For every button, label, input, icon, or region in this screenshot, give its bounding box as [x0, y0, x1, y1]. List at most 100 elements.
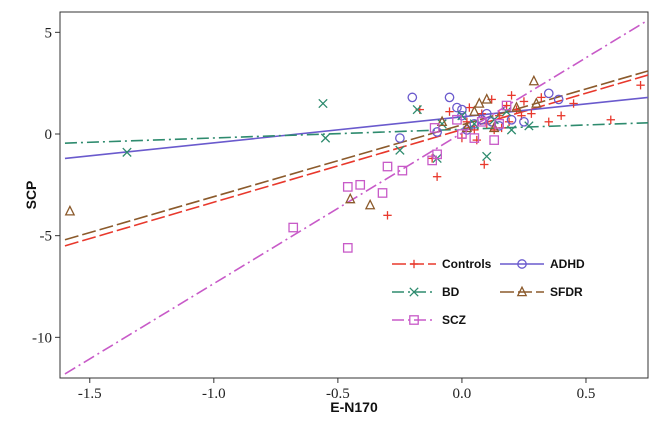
- legend-label: ADHD: [550, 257, 585, 271]
- x-tick-label: 0.0: [453, 386, 472, 402]
- point-bd: [318, 98, 328, 109]
- point-controls: [477, 109, 486, 118]
- legend-marker: [409, 259, 419, 269]
- point-sfdr: [528, 74, 540, 86]
- fit-lines: [64, 19, 648, 375]
- point-adhd: [519, 116, 529, 127]
- x-tick-label: -1.5: [78, 386, 102, 402]
- point-sfdr: [461, 121, 473, 133]
- point-controls: [383, 211, 392, 220]
- point-adhd: [395, 133, 405, 143]
- point-adhd: [407, 92, 418, 103]
- point-sfdr: [345, 192, 356, 204]
- fit-line-adhd: [64, 96, 648, 160]
- point-bd: [412, 104, 422, 115]
- legend-marker: [517, 259, 527, 269]
- point-scz: [377, 188, 388, 198]
- legend-item-scz: SCZ: [392, 313, 466, 327]
- point-scz: [469, 133, 480, 143]
- point-adhd: [469, 118, 480, 129]
- point-sfdr: [364, 198, 376, 210]
- point-bd: [524, 121, 534, 131]
- legend-marker: [409, 287, 419, 297]
- point-bd: [489, 115, 499, 125]
- point-sfdr: [511, 101, 522, 112]
- point-controls: [527, 109, 536, 118]
- x-tick-label: 0.5: [577, 386, 596, 402]
- legend-item-bd: BD: [392, 285, 460, 299]
- point-sfdr: [474, 97, 485, 108]
- point-controls: [606, 115, 615, 124]
- point-sfdr: [481, 93, 492, 104]
- point-scz: [429, 123, 440, 133]
- y-axis: 5 0 -5 -10: [32, 25, 60, 346]
- point-scz: [427, 155, 438, 166]
- point-controls: [504, 117, 514, 126]
- legend-item-controls: Controls: [392, 257, 492, 271]
- point-scz: [476, 116, 487, 127]
- point-bd: [506, 125, 517, 135]
- point-bd: [501, 106, 512, 117]
- point-sfdr: [64, 205, 76, 216]
- point-scz: [397, 165, 408, 176]
- point-controls: [465, 103, 474, 112]
- legend-label: Controls: [442, 257, 492, 271]
- point-scz: [452, 114, 462, 125]
- point-adhd: [543, 88, 554, 99]
- point-scz: [342, 182, 353, 192]
- point-controls: [502, 101, 511, 110]
- point-bd: [122, 147, 132, 157]
- point-controls: [544, 117, 553, 126]
- point-sfdr: [469, 105, 480, 116]
- point-bd: [320, 133, 331, 143]
- x-tick-label: -0.5: [326, 386, 350, 402]
- point-controls: [507, 91, 516, 100]
- point-controls: [556, 111, 566, 120]
- fit-line-controls: [64, 74, 648, 247]
- point-scz: [382, 161, 393, 172]
- point-adhd: [457, 104, 467, 115]
- fit-line-sfdr: [64, 70, 648, 241]
- point-bd: [395, 145, 405, 155]
- point-adhd: [444, 92, 455, 103]
- point-sfdr: [488, 121, 500, 133]
- y-tick-label: 5: [45, 25, 53, 41]
- point-controls: [445, 107, 454, 116]
- y-axis-title: SCP: [23, 181, 39, 210]
- point-controls: [480, 160, 489, 169]
- y-tick-label: 0: [45, 127, 53, 143]
- point-controls: [494, 111, 504, 120]
- point-controls: [519, 97, 529, 106]
- point-adhd: [553, 94, 564, 105]
- legend-item-adhd: ADHD: [500, 257, 585, 271]
- point-sfdr: [436, 115, 448, 127]
- point-controls: [432, 172, 442, 181]
- point-scz: [501, 100, 512, 111]
- point-scz: [494, 118, 504, 129]
- point-adhd: [481, 108, 492, 119]
- point-scz: [489, 135, 500, 145]
- point-bd: [482, 151, 492, 162]
- point-scz: [342, 243, 353, 253]
- point-controls: [537, 93, 546, 102]
- data-points: [64, 74, 645, 253]
- legend: Controls ADHD BD SFDR SCZ: [392, 257, 585, 327]
- legend-marker: [516, 285, 528, 297]
- point-scz: [355, 179, 366, 190]
- y-tick-label: -5: [40, 229, 53, 245]
- point-adhd: [452, 102, 462, 113]
- legend-label: SCZ: [442, 313, 466, 327]
- point-scz: [432, 149, 442, 160]
- point-scz: [288, 222, 299, 233]
- y-tick-label: -10: [32, 330, 52, 346]
- legend-label: SFDR: [550, 285, 583, 299]
- x-axis-title: E-N170: [330, 399, 378, 415]
- legend-item-sfdr: SFDR: [500, 285, 583, 299]
- point-controls: [636, 81, 645, 90]
- fit-line-scz: [64, 19, 648, 375]
- point-controls: [569, 99, 578, 108]
- point-adhd: [506, 114, 517, 125]
- point-bd: [457, 111, 467, 121]
- x-tick-label: -1.0: [202, 386, 226, 402]
- legend-label: BD: [442, 285, 460, 299]
